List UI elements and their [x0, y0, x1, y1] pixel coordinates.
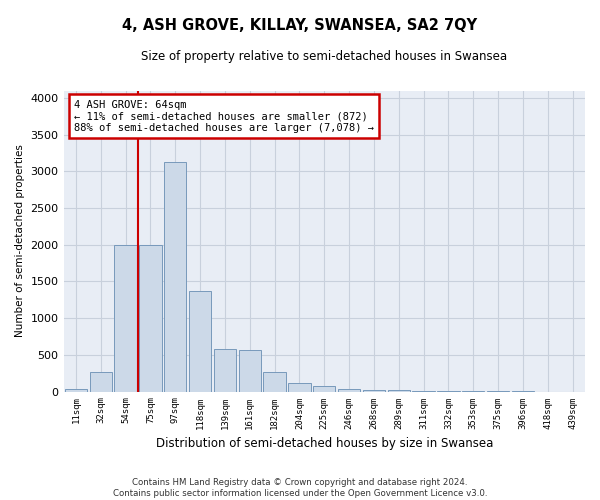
Bar [89, 372, 112, 392]
Y-axis label: Number of semi-detached properties: Number of semi-detached properties [15, 144, 25, 338]
Bar [338, 390, 360, 392]
Text: 4 ASH GROVE: 64sqm
← 11% of semi-detached houses are smaller (872)
88% of semi-d: 4 ASH GROVE: 64sqm ← 11% of semi-detache… [74, 100, 374, 133]
Bar [363, 390, 385, 392]
X-axis label: Distribution of semi-detached houses by size in Swansea: Distribution of semi-detached houses by … [155, 437, 493, 450]
Title: Size of property relative to semi-detached houses in Swansea: Size of property relative to semi-detach… [141, 50, 508, 63]
Text: 4, ASH GROVE, KILLAY, SWANSEA, SA2 7QY: 4, ASH GROVE, KILLAY, SWANSEA, SA2 7QY [122, 18, 478, 32]
Bar [263, 372, 286, 392]
Bar [65, 390, 87, 392]
Bar [139, 246, 161, 392]
Bar [115, 246, 137, 392]
Bar [164, 162, 187, 392]
Text: Contains HM Land Registry data © Crown copyright and database right 2024.
Contai: Contains HM Land Registry data © Crown c… [113, 478, 487, 498]
Bar [388, 390, 410, 392]
Bar [239, 350, 261, 392]
Bar [189, 291, 211, 392]
Bar [288, 384, 311, 392]
Bar [214, 349, 236, 392]
Bar [313, 386, 335, 392]
